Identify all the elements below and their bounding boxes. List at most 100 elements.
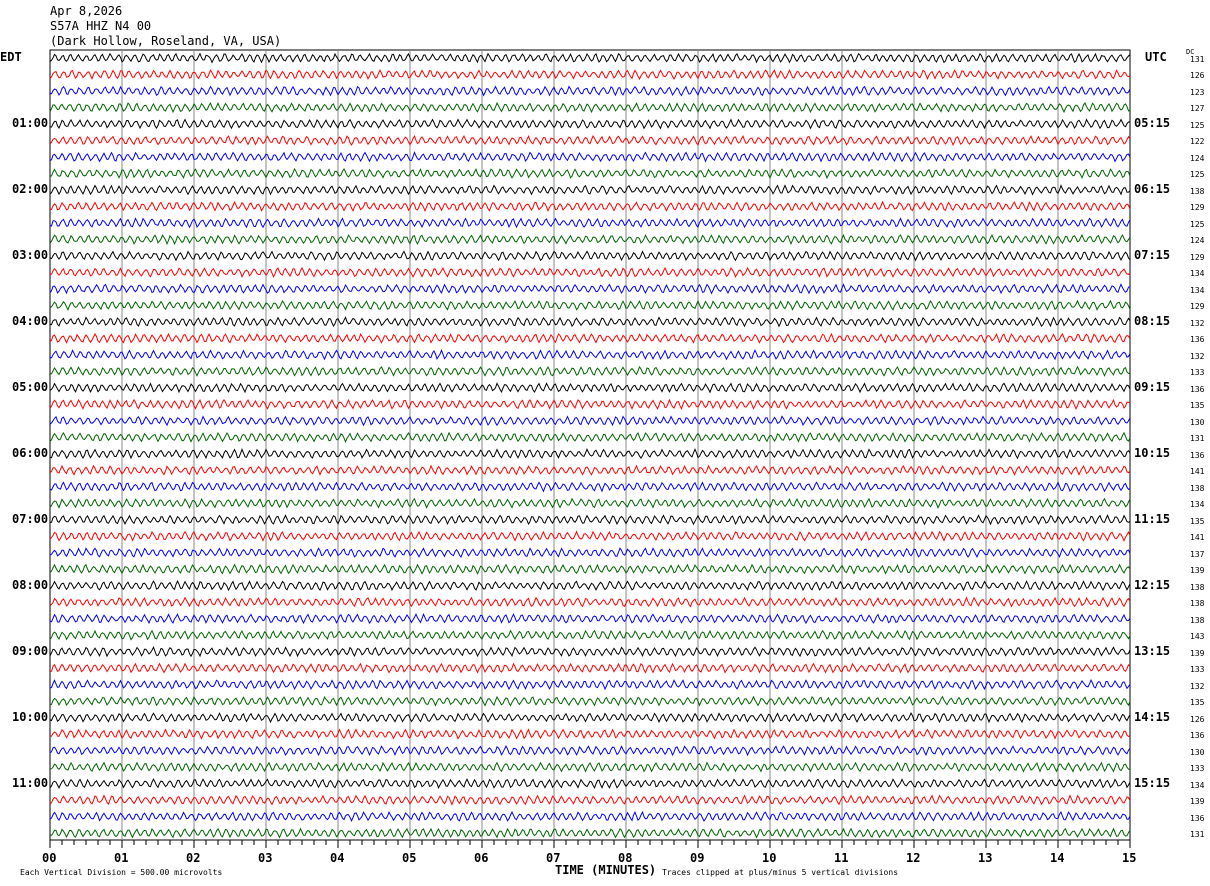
right-hour-label: 14:15 (1134, 709, 1171, 724)
trace-line (49, 514, 1131, 526)
trace-line (49, 679, 1131, 691)
left-hour-label: 05:00 (12, 379, 49, 394)
dc-offset-label: 131 (1190, 55, 1205, 64)
dc-offset-label: 133 (1190, 368, 1205, 378)
trace-line (49, 217, 1131, 229)
trace-line (49, 365, 1131, 377)
trace-line (49, 745, 1131, 757)
dc-offset-label: 139 (1190, 797, 1205, 807)
location-label: (Dark Hollow, Roseland, VA, USA) (50, 34, 282, 48)
dc-offset-label: 125 (1190, 120, 1205, 130)
clip-note: Traces clipped at plus/minus 5 vertical … (662, 868, 899, 877)
trace-line (49, 778, 1131, 790)
dc-offset-label: 135 (1190, 698, 1205, 708)
x-tick-label: 14 (1050, 851, 1065, 865)
trace-line (49, 547, 1131, 559)
trace-line (49, 596, 1131, 608)
right-timezone: UTC (1145, 50, 1167, 64)
trace-line (49, 563, 1131, 575)
left-timezone: EDT (0, 50, 22, 64)
dc-offset-label: 139 (1190, 566, 1205, 576)
left-hour-label: 04:00 (12, 313, 49, 328)
trace-line (49, 464, 1131, 476)
dc-offset-label: 138 (1190, 582, 1205, 592)
dc-offset-label: 126 (1190, 71, 1205, 81)
trace-line (49, 794, 1131, 806)
trace-line (49, 233, 1131, 246)
x-tick-label: 09 (690, 851, 705, 865)
dc-offset-label: 123 (1190, 87, 1205, 97)
trace-line (49, 481, 1131, 493)
scale-note: Each Vertical Division = 500.00 microvol… (20, 868, 223, 877)
left-hour-label: 01:00 (12, 115, 49, 130)
trace-line (49, 283, 1131, 295)
left-hour-label: 08:00 (12, 577, 49, 592)
dc-offset-label: 126 (1190, 714, 1205, 724)
trace-line (49, 134, 1131, 146)
left-hour-label: 03:00 (12, 247, 49, 262)
left-hour-label: 07:00 (12, 511, 49, 526)
left-hour-label: 11:00 (12, 775, 49, 790)
trace-line (49, 728, 1131, 740)
trace-line (49, 52, 1131, 64)
right-hour-label: 06:15 (1134, 181, 1171, 196)
dc-offset-label: 129 (1190, 252, 1205, 262)
x-tick-label: 03 (258, 851, 273, 865)
dc-offset-label: 134 (1190, 500, 1205, 510)
x-tick-label: 05 (402, 851, 417, 865)
dc-offset-label: 129 (1190, 203, 1205, 213)
dc-offset-label: 125 (1190, 170, 1205, 180)
dc-offset-label: 130 (1190, 747, 1205, 757)
dc-offset-label: 134 (1190, 269, 1205, 279)
x-tick-label: 04 (330, 851, 345, 865)
dc-offset-label: 136 (1190, 335, 1205, 345)
dc-offset-label: 139 (1190, 648, 1205, 658)
trace-line (49, 250, 1131, 262)
x-axis-label: TIME (MINUTES) (555, 863, 657, 877)
trace-line (49, 151, 1131, 163)
dc-offset-label: 135 (1190, 516, 1205, 526)
trace-line (49, 316, 1131, 328)
x-tick-label: 10 (762, 851, 777, 865)
dc-offset-label: 138 (1190, 483, 1205, 493)
dc-offset-label: 125 (1190, 219, 1205, 229)
trace-line (49, 827, 1131, 839)
trace-line (49, 662, 1131, 674)
trace-line (49, 167, 1131, 180)
dc-offset-label: 134 (1190, 780, 1205, 790)
dc-offset-label: 122 (1190, 137, 1205, 147)
x-tick-label: 12 (906, 851, 921, 865)
right-hour-label: 13:15 (1134, 643, 1171, 658)
trace-line (49, 612, 1131, 625)
dc-offset-label: 141 (1190, 467, 1205, 477)
dc-offset-label: 136 (1190, 450, 1205, 460)
left-hour-label: 06:00 (12, 445, 49, 460)
trace-line (49, 810, 1131, 823)
right-hour-label: 12:15 (1134, 577, 1171, 592)
x-tick-label: 00 (42, 851, 57, 865)
dc-offset-label: 138 (1190, 186, 1205, 196)
trace-line (49, 85, 1131, 97)
x-tick-label: 08 (618, 851, 633, 865)
dc-offset-label: 133 (1190, 665, 1205, 675)
trace-line (49, 761, 1131, 773)
right-hour-label: 05:15 (1134, 115, 1171, 130)
trace-line (49, 415, 1131, 427)
x-tick-label: 13 (978, 851, 993, 865)
dc-offset-label: 136 (1190, 731, 1205, 741)
dc-offset-label: 129 (1190, 302, 1205, 312)
trace-line (49, 711, 1131, 724)
dc-offset-label: 134 (1190, 285, 1205, 295)
x-tick-label: 15 (1122, 851, 1137, 865)
dc-offset-label: 124 (1190, 153, 1205, 163)
dc-offset-label: 137 (1190, 549, 1205, 559)
date-label: Apr 8,2026 (50, 4, 123, 18)
left-hour-label: 10:00 (12, 709, 49, 724)
dc-offset-label: 135 (1190, 401, 1205, 411)
dc-offset-label: 143 (1190, 632, 1205, 642)
x-tick-label: 06 (474, 851, 489, 865)
trace-line (49, 266, 1131, 279)
trace-line (49, 299, 1131, 311)
trace-line (49, 431, 1131, 443)
